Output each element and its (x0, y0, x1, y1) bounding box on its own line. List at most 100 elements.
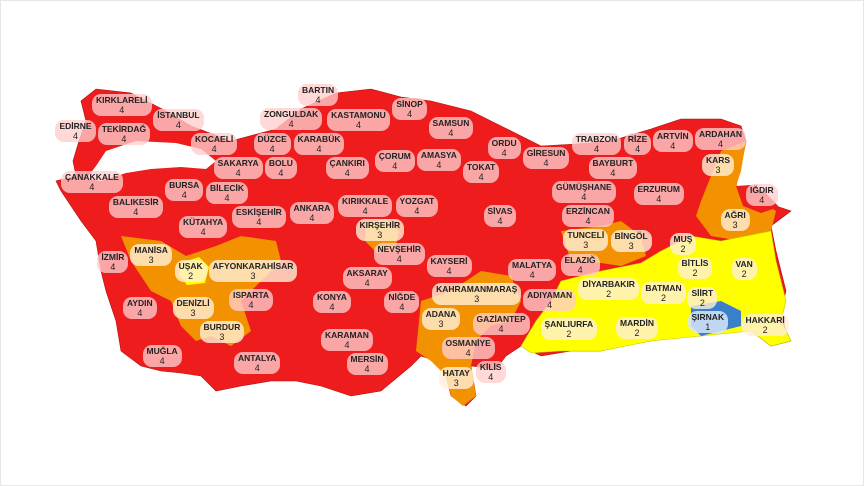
province-name: RİZE (627, 134, 648, 145)
province-label: ESKİŞEHİR 4 (232, 205, 286, 228)
province-name: KARAMAN (325, 329, 369, 340)
risk-level: 3 (250, 271, 256, 281)
province-label: VAN 2 (731, 258, 757, 280)
province-label: MUĞLA 4 (142, 345, 182, 367)
risk-level: 4 (448, 128, 454, 138)
risk-level: 4 (119, 104, 125, 115)
province-name: BATMAN (645, 283, 682, 293)
province-name: TUNCELİ (567, 230, 605, 241)
province-label: NEVŞEHİR 4 (373, 243, 425, 266)
risk-level: 4 (137, 308, 143, 318)
risk-level: 4 (175, 120, 181, 131)
risk-level: 2 (692, 268, 698, 279)
province-label: KÜTAHYA 4 (179, 216, 228, 238)
province-name: HAKKARİ (745, 315, 785, 325)
province-label: BİNGÖL 3 (610, 230, 652, 252)
risk-level: 3 (715, 165, 721, 175)
province-name: DİYARBAKIR (582, 279, 635, 289)
province-label: KASTAMONU 4 (327, 108, 390, 131)
risk-level: 4 (717, 139, 723, 149)
province-label: ERZURUM 4 (633, 183, 684, 206)
province-name: GÜMÜŞHANE (556, 182, 612, 193)
risk-level: 4 (547, 299, 553, 310)
province-name: ŞANLIURFA (544, 318, 594, 329)
province-name: BİNGÖL (614, 231, 648, 241)
province-name: TRABZON (575, 134, 618, 145)
province-label: BALIKESİR 4 (108, 195, 163, 218)
risk-level: 3 (583, 240, 589, 251)
province-name: GİRESUN (526, 148, 566, 159)
province-label: MARDİN 2 (616, 317, 658, 339)
risk-level: 4 (315, 95, 321, 106)
province-label: ÇANAKKALE 4 (61, 171, 123, 194)
province-name: SİNOP (396, 99, 423, 109)
province-name: MALATYA (512, 260, 553, 271)
risk-level: 4 (235, 168, 241, 179)
province-label: BİLECİK 4 (206, 181, 248, 204)
risk-level: 4 (478, 172, 484, 183)
province-name: BİLECİK (210, 182, 244, 193)
province-name: ORDU (491, 137, 517, 148)
province-label: ARTVİN 4 (652, 130, 693, 152)
province-label: BAYBURT 4 (588, 157, 638, 180)
risk-level: 4 (497, 216, 503, 226)
province-name: BURDUR (203, 322, 241, 333)
province-name: HATAY (442, 368, 470, 378)
province-label: TEKİRDAĞ 4 (97, 123, 151, 145)
risk-level: 4 (392, 161, 398, 171)
province-label: ELAZIĞ 4 (560, 253, 600, 276)
province-label: DÜZCE 4 (253, 132, 291, 155)
province-name: KAHRAMANMARAŞ (436, 284, 518, 295)
risk-level: 4 (585, 216, 591, 227)
province-name: SİVAS (487, 206, 513, 216)
province-label: RİZE 4 (623, 133, 652, 156)
province-label: TRABZON 4 (571, 133, 622, 156)
province-label: SİİRT 2 (687, 286, 718, 309)
province-label: SAMSUN 4 (428, 117, 474, 139)
province-label: OSMANİYE 4 (441, 337, 495, 360)
risk-level: 4 (329, 302, 335, 313)
province-label: ŞIRNAK 1 (687, 311, 729, 334)
province-label: GİRESUN 4 (522, 147, 570, 170)
province-name: TEKİRDAĞ (101, 124, 147, 134)
province-label: BARTIN 4 (298, 84, 339, 107)
risk-level: 4 (73, 130, 79, 141)
risk-level: 3 (148, 255, 154, 265)
risk-level: 4 (355, 119, 361, 130)
province-label: AĞRI 3 (720, 208, 750, 231)
province-label: ADANA 3 (421, 307, 461, 330)
province-name: ÇANKIRI (329, 157, 365, 168)
province-name: TOKAT (466, 162, 496, 173)
province-label: BURDUR 3 (199, 321, 245, 344)
risk-level: 4 (670, 141, 676, 151)
risk-level: 2 (680, 243, 686, 254)
risk-level: 3 (453, 378, 459, 388)
province-label: ZONGULDAK 4 (260, 108, 323, 131)
province-name: ANTALYA (238, 353, 277, 363)
province-name: ARDAHAN (699, 129, 742, 139)
province-label: İZMİR 4 (97, 251, 129, 273)
province-label: UŞAK 2 (174, 260, 207, 282)
risk-level: 4 (316, 143, 322, 154)
province-name: MUĞLA (146, 346, 178, 356)
province-name: SİİRT (691, 287, 714, 298)
province-name: NEVŞEHİR (377, 244, 421, 255)
risk-level: 4 (610, 168, 616, 179)
province-name: KOCAELİ (195, 134, 234, 145)
province-name: KASTAMONU (331, 109, 386, 120)
province-name: MANİSA (134, 245, 168, 255)
province-label: KIRIKKALE 4 (338, 194, 393, 217)
province-name: ÇANAKKALE (65, 172, 119, 183)
province-name: BOLU (268, 157, 293, 168)
risk-level: 4 (248, 300, 254, 310)
province-name: KIRIKKALE (342, 195, 389, 206)
province-name: UŞAK (178, 261, 203, 271)
risk-level: 4 (110, 262, 116, 272)
province-label: HAKKARİ 2 (741, 314, 789, 336)
risk-level: 2 (762, 325, 768, 335)
province-label: HATAY 3 (438, 367, 474, 389)
province-label: ÇORUM 4 (374, 150, 415, 172)
risk-level: 4 (407, 109, 413, 119)
risk-level: 4 (529, 270, 535, 281)
